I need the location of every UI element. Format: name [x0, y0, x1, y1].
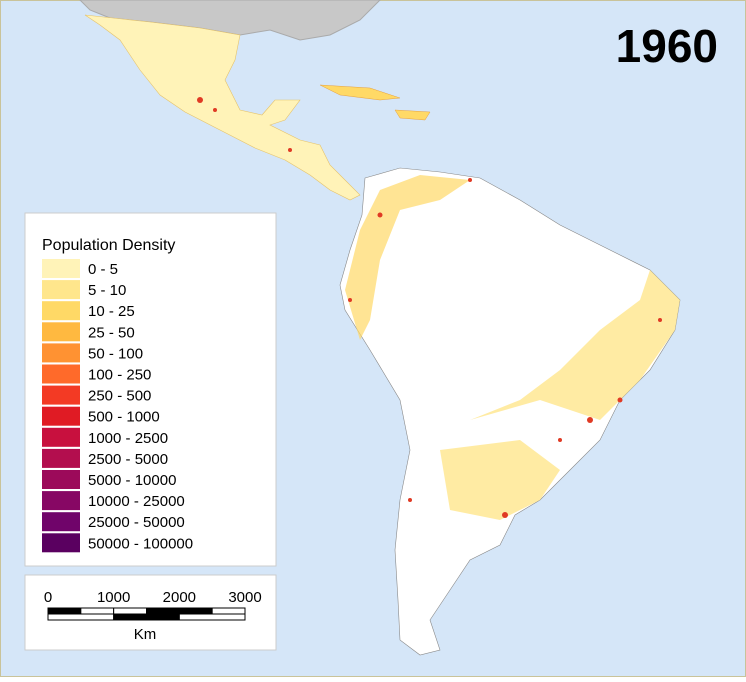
scale-label: 2000: [163, 589, 196, 606]
legend-swatch: [42, 280, 80, 300]
legend-label: 50 - 100: [88, 345, 143, 362]
legend-label: 250 - 500: [88, 388, 151, 405]
scale-segment: [47, 607, 82, 615]
legend-swatch: [42, 406, 80, 426]
legend-label: 1000 - 2500: [88, 430, 168, 447]
legend-label: 10 - 25: [88, 303, 135, 320]
legend-label: 100 - 250: [88, 367, 151, 384]
scale-segment: [113, 607, 147, 615]
legend-swatch: [42, 301, 80, 321]
legend-label: 2500 - 5000: [88, 451, 168, 468]
caribbean: [319, 84, 431, 121]
populated-south: [440, 440, 560, 520]
legend-label: 5 - 10: [88, 282, 126, 299]
legend-swatch: [42, 533, 80, 553]
legend-swatch: [42, 364, 80, 384]
legend-swatch: [42, 448, 80, 468]
scale-label: 0: [44, 589, 52, 606]
north-america: [79, 0, 381, 41]
south-america: [339, 167, 681, 656]
legend-label: 5000 - 10000: [88, 472, 176, 489]
scale-segment: [178, 613, 246, 621]
legend-title: Population Density: [42, 237, 175, 254]
populated-east: [470, 270, 680, 420]
scale-label: 1000: [97, 589, 130, 606]
cities: [197, 97, 662, 518]
scale-segment: [146, 607, 180, 615]
legend-label: 25000 - 50000: [88, 514, 185, 531]
legend-label: 25 - 50: [88, 324, 135, 341]
scale-segment: [178, 607, 213, 615]
legend-swatch: [42, 427, 80, 447]
scale-segment: [211, 607, 246, 615]
scale-segment: [80, 607, 115, 615]
legend-swatch: [42, 385, 80, 405]
populated-andes: [345, 175, 470, 340]
legend-swatch: [42, 322, 80, 342]
legend-label: 50000 - 100000: [88, 535, 193, 552]
scale-segment: [113, 613, 180, 621]
legend-swatch: [42, 343, 80, 363]
legend-swatch: [42, 491, 80, 511]
scale-bar: 0 1000 2000 3000: [44, 589, 262, 621]
scale-segment: [47, 613, 115, 621]
legend-label: 0 - 5: [88, 261, 118, 278]
legend-swatch: [42, 470, 80, 489]
legend-label: 10000 - 25000: [88, 493, 185, 510]
year: 1960: [616, 20, 718, 72]
legend-label: 500 - 1000: [88, 409, 160, 426]
legend-items: 0 - 5 5 - 10 10 - 25 25 - 50 50 - 100 100 - 2…: [42, 259, 193, 553]
scale-label: 3000: [228, 589, 261, 606]
mexico-central-america: [84, 14, 361, 201]
legend-swatch: [42, 259, 80, 278]
legend-swatch: [42, 512, 80, 532]
scale-unit: Km: [134, 626, 157, 643]
